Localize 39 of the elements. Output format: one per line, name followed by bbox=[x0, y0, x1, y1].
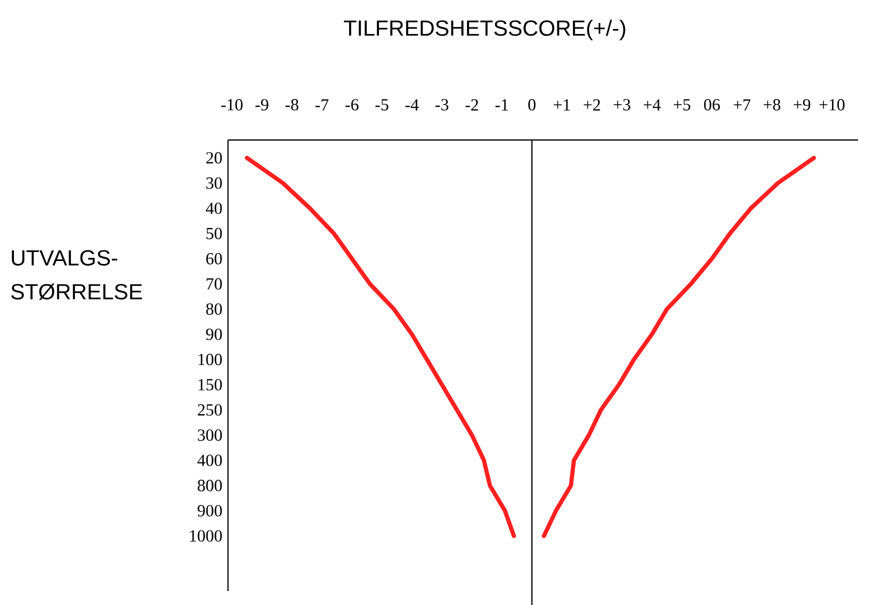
x-tick-label: +5 bbox=[674, 99, 690, 110]
y-tick-label: 150 bbox=[198, 378, 222, 390]
x-tick-label: +2 bbox=[584, 99, 600, 110]
x-tick-label: +10 bbox=[820, 99, 845, 110]
x-axis-title: TILFREDSHETSSCORE(+/-) bbox=[344, 20, 626, 40]
y-tick-label: 30 bbox=[206, 177, 222, 189]
y-tick-label: 100 bbox=[198, 354, 222, 366]
x-tick-label: -6 bbox=[345, 99, 358, 110]
x-tick-label: +8 bbox=[764, 99, 780, 110]
y-tick-label: 300 bbox=[198, 429, 222, 441]
y-tick-label: 900 bbox=[198, 505, 222, 516]
x-tick-label: -9 bbox=[255, 99, 268, 110]
x-tick-label: +3 bbox=[614, 99, 630, 110]
y-axis-title: UTVALGS- STØRRELSE bbox=[11, 250, 142, 300]
x-tick-label: -5 bbox=[375, 99, 388, 110]
x-tick-label: 06 bbox=[704, 99, 720, 110]
x-tick-label: -8 bbox=[285, 99, 298, 110]
x-tick-label: -10 bbox=[221, 99, 243, 110]
y-tick-label: 80 bbox=[206, 303, 222, 315]
y-tick-label: 90 bbox=[206, 328, 222, 340]
x-tick-label: +4 bbox=[644, 99, 661, 110]
x-tick-label: -3 bbox=[435, 99, 448, 110]
y-tick-label: 1000 bbox=[190, 530, 222, 542]
y-tick-label: 60 bbox=[206, 252, 222, 264]
x-tick-label: -4 bbox=[405, 99, 419, 110]
y-tick-label: 50 bbox=[206, 228, 222, 240]
x-tick-label: +9 bbox=[794, 99, 810, 110]
x-tick-label: -1 bbox=[495, 99, 508, 110]
y-tick-label: 250 bbox=[198, 404, 222, 416]
x-tick-label: +7 bbox=[734, 99, 750, 110]
x-tick-label: +1 bbox=[554, 99, 570, 110]
y-tick-label: 70 bbox=[206, 278, 222, 290]
x-tick-label: -7 bbox=[315, 99, 328, 110]
x-tick-label: 0 bbox=[528, 99, 536, 110]
y-tick-label: 800 bbox=[198, 480, 222, 492]
y-tick-label: 20 bbox=[206, 152, 222, 164]
y-tick-label: 400 bbox=[197, 454, 222, 466]
y-tick-label: 40 bbox=[206, 202, 222, 214]
x-tick-label: -2 bbox=[465, 99, 478, 110]
